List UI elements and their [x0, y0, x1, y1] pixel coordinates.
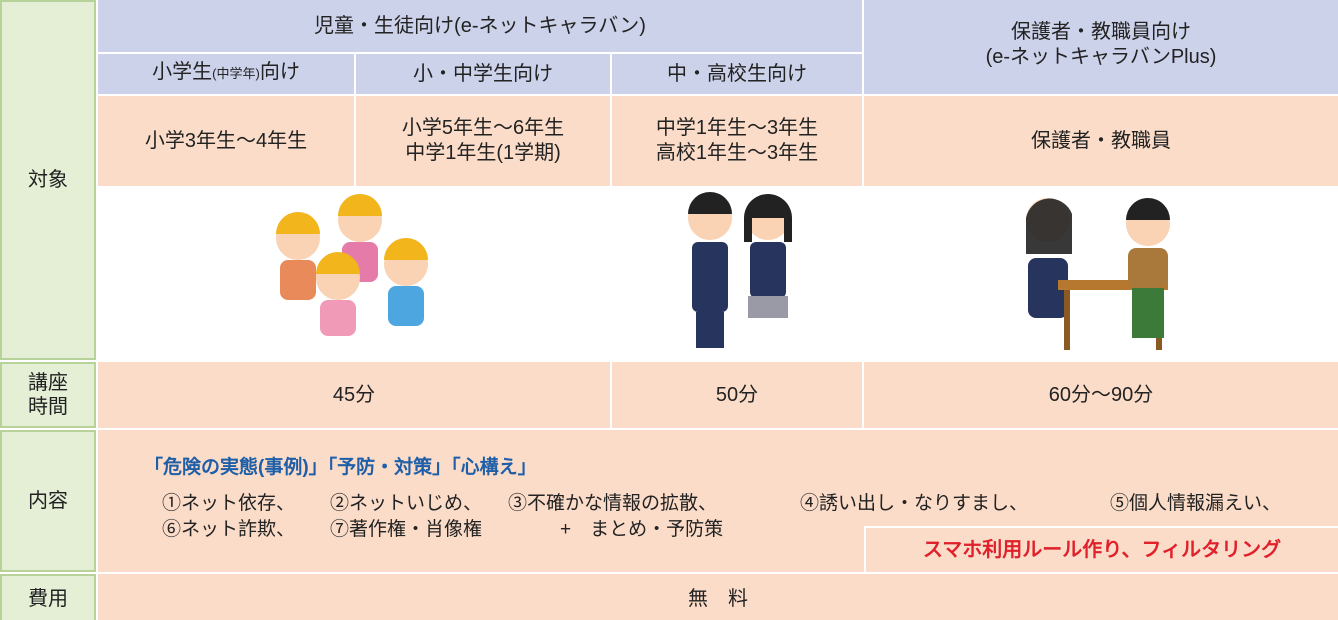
- content-item: ⑦著作権・肖像権: [330, 519, 483, 540]
- parents-extra-cell: スマホ利用ルール作り、フィルタリング: [864, 526, 1338, 572]
- header-text: 中・高校生向け: [667, 62, 807, 85]
- target-cell: 中学1年生～3年生 高校1年生～3年生: [612, 96, 862, 186]
- cell-text: 60分～90分: [1048, 383, 1154, 406]
- label-text: 講座: [28, 372, 68, 394]
- cell-text: 45分: [332, 383, 376, 406]
- content-cell: [98, 430, 1338, 572]
- kids-illustration: [276, 194, 428, 336]
- cell-text: 中学1年生(1学期): [405, 142, 561, 164]
- sub-header: 中・高校生向け: [612, 54, 862, 94]
- header-text: 保護者・教職員向け: [1011, 21, 1191, 43]
- header-text: (中学年): [212, 66, 260, 81]
- content-summary: + まとめ・予防策: [560, 519, 724, 540]
- label-text: 時間: [28, 396, 68, 418]
- header-text: 小・中学生向け: [413, 62, 553, 85]
- row-label: 内容: [0, 430, 96, 572]
- header-text: (e-ネットキャラバンPlus): [985, 46, 1217, 68]
- header-text: 向け: [259, 61, 300, 83]
- header-text: 児童・生徒向け(e-ネットキャラバン): [314, 14, 646, 37]
- content-item: ④誘い出し・なりすまし、: [800, 493, 1029, 514]
- duration-cell: 45分: [98, 362, 610, 428]
- content-item: ①ネット依存、: [162, 493, 296, 514]
- row-label: 対象: [0, 0, 96, 360]
- cell-text: 無 料: [688, 587, 748, 610]
- cell-text: スマホ利用ルール作り、フィルタリング: [922, 538, 1282, 561]
- group-header: 保護者・教職員向け (e-ネットキャラバンPlus): [864, 0, 1338, 94]
- row-label: 講座 時間: [0, 362, 96, 428]
- illustrations: [276, 192, 1170, 350]
- header-text: 小学生: [152, 61, 213, 83]
- label-text: 費用: [28, 587, 68, 610]
- cell-text: 高校1年生～3年生: [655, 142, 819, 164]
- adults-illustration: [1026, 198, 1170, 350]
- row-label: 費用: [0, 574, 96, 620]
- label-text: 対象: [28, 168, 68, 191]
- students-illustration: [688, 192, 792, 348]
- group-header: 児童・生徒向け(e-ネットキャラバン): [98, 0, 862, 52]
- label-text: 内容: [28, 489, 68, 512]
- target-cell: 保護者・教職員: [864, 96, 1338, 186]
- content-item: ③不確かな情報の拡散、: [508, 493, 718, 514]
- duration-cell: 50分: [612, 362, 862, 428]
- duration-cell: 60分～90分: [864, 362, 1338, 428]
- cell-text: 50分: [715, 383, 759, 406]
- cell-text: 小学5年生～6年生: [401, 117, 565, 139]
- cost-cell: 無 料: [98, 574, 1338, 620]
- cell-text: 中学1年生～3年生: [655, 117, 819, 139]
- cell-text: 小学3年生～4年生: [144, 129, 308, 152]
- cell-text: 保護者・教職員: [1031, 129, 1171, 152]
- content-item: ②ネットいじめ、: [330, 493, 483, 514]
- content-heading: 「危険の実態(事例)」「予防・対策」「心構え」: [144, 457, 537, 478]
- content-item: ⑥ネット詐欺、: [162, 519, 296, 540]
- sub-header: 小学生 (中学年) 向け: [98, 54, 354, 94]
- target-cell: 小学5年生～6年生 中学1年生(1学期): [356, 96, 610, 186]
- target-cell: 小学3年生～4年生: [98, 96, 354, 186]
- content-item: ⑤個人情報漏えい、: [1110, 493, 1282, 514]
- sub-header: 小・中学生向け: [356, 54, 610, 94]
